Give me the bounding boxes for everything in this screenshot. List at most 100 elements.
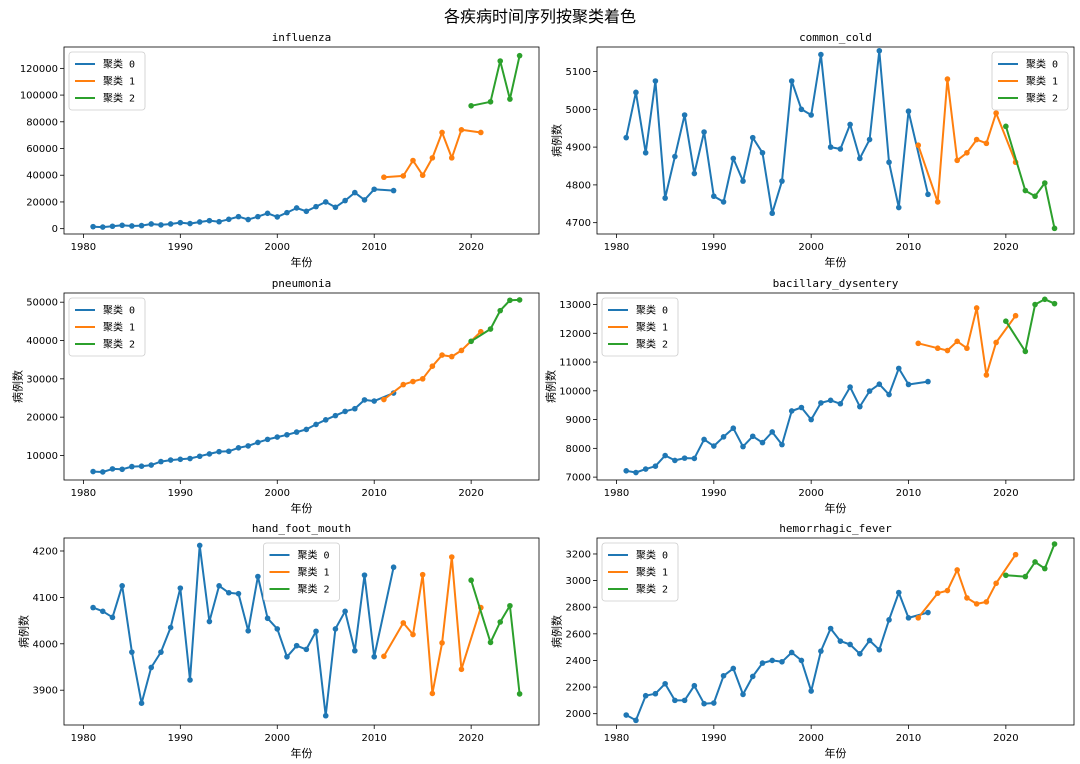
- data-point: [187, 677, 193, 683]
- y-tick-label: 2000: [566, 709, 591, 720]
- data-point: [303, 208, 310, 215]
- data-point: [1003, 123, 1009, 130]
- data-point: [672, 457, 678, 464]
- data-point: [759, 439, 766, 446]
- data-point: [468, 338, 474, 345]
- x-tick-label: 2000: [265, 242, 290, 253]
- data-point: [740, 178, 746, 184]
- data-point: [148, 462, 155, 468]
- data-point: [497, 307, 504, 314]
- data-point: [439, 352, 445, 358]
- data-point: [322, 199, 329, 205]
- legend-box: [68, 51, 146, 111]
- data-point: [400, 381, 407, 388]
- subplot-title: bacillary_dysentery: [773, 277, 899, 290]
- data-point: [954, 157, 960, 164]
- data-point: [1051, 300, 1058, 307]
- legend: 聚类 0 聚类 1 聚类 2: [263, 542, 340, 602]
- x-tick-label: 2000: [798, 488, 823, 499]
- data-point: [400, 620, 407, 626]
- y-axis-label: 病例数: [544, 370, 558, 403]
- data-point: [652, 690, 659, 697]
- y-tick-label: 100000: [20, 91, 58, 102]
- data-point: [177, 456, 184, 463]
- data-point: [934, 199, 941, 205]
- data-point: [284, 431, 290, 438]
- subplot-hemorrhagic_fever: hemorrhagic_fever 1980 1990 2000 2010 2020 200…: [550, 522, 1075, 760]
- data-point: [138, 222, 145, 229]
- data-point: [90, 223, 96, 230]
- data-point: [1041, 565, 1048, 572]
- data-point: [235, 213, 242, 220]
- subplot-common_cold: common_cold 1980 1990 2000 2010 2020 4700 4800 4…: [550, 31, 1075, 269]
- data-point: [216, 448, 222, 455]
- data-point: [915, 340, 922, 347]
- data-point: [468, 577, 474, 584]
- data-point: [390, 187, 397, 194]
- data-point: [225, 448, 232, 455]
- data-point: [158, 222, 164, 228]
- data-point: [681, 112, 688, 118]
- x-tick-label: 1980: [604, 733, 629, 744]
- data-point: [1022, 348, 1029, 355]
- data-point: [419, 571, 426, 578]
- data-point: [925, 609, 931, 616]
- x-tick-label: 1990: [168, 488, 193, 499]
- data-point: [235, 590, 242, 597]
- subplot-title: pneumonia: [272, 277, 332, 290]
- legend-label: 聚类 2: [636, 583, 668, 596]
- legend-label: 聚类 0: [103, 58, 135, 71]
- data-point: [1032, 193, 1038, 200]
- data-point: [730, 155, 737, 162]
- x-tick-label: 2010: [896, 488, 921, 499]
- y-tick-label: 2600: [566, 629, 591, 640]
- x-tick-label: 2010: [361, 488, 386, 499]
- data-point: [439, 640, 445, 646]
- legend-box: [601, 297, 679, 357]
- data-point: [1012, 312, 1019, 319]
- data-point: [749, 673, 756, 680]
- data-point: [847, 641, 853, 648]
- data-point: [429, 690, 436, 697]
- series-cluster-2: [468, 52, 523, 109]
- data-point: [895, 365, 902, 372]
- data-point: [973, 305, 980, 311]
- x-axis-label: 年份: [825, 255, 847, 269]
- x-tick-label: 1990: [168, 733, 193, 744]
- data-point: [507, 96, 513, 102]
- data-point: [876, 47, 883, 54]
- series-cluster-2: [1003, 541, 1058, 580]
- axes-frame: [63, 292, 540, 481]
- data-point: [516, 297, 523, 303]
- legend-box: [991, 51, 1069, 111]
- data-point: [847, 121, 853, 128]
- data-point: [964, 149, 970, 156]
- data-point: [905, 615, 912, 621]
- data-point: [429, 155, 436, 161]
- subplot-influenza: influenza 1980 1990 2000 2010 2020 0 20000 40000…: [20, 31, 540, 269]
- series-line-cluster-2: [1005, 543, 1056, 578]
- data-point: [886, 617, 892, 623]
- data-point: [730, 425, 737, 432]
- data-point: [934, 345, 941, 352]
- data-point: [779, 658, 785, 665]
- data-point: [322, 712, 329, 719]
- data-point: [886, 159, 892, 166]
- data-point: [119, 582, 125, 589]
- y-tick-label: 2200: [566, 683, 591, 694]
- data-point: [808, 416, 814, 423]
- figure-suptitle: 各疾病时间序列按聚类着色: [444, 7, 636, 26]
- data-point: [954, 338, 960, 345]
- legend-label: 聚类 0: [103, 304, 135, 317]
- y-tick-label: 4800: [566, 180, 591, 191]
- legend-label: 聚类 0: [1026, 58, 1058, 71]
- x-axis-label: 年份: [291, 746, 313, 760]
- data-point: [623, 712, 630, 718]
- data-point: [633, 469, 639, 476]
- data-point: [255, 213, 261, 220]
- series-line-cluster-1: [383, 128, 481, 179]
- data-point: [245, 628, 251, 634]
- data-point: [497, 58, 504, 64]
- legend-label: 聚类 1: [1026, 75, 1058, 88]
- data-point: [109, 223, 116, 230]
